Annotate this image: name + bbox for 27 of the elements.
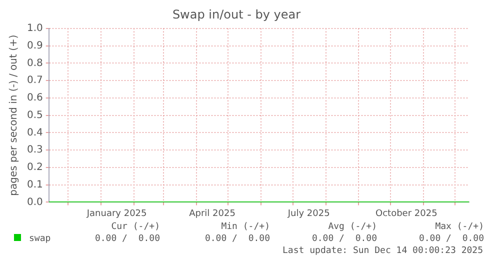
- y-tick-label: 0.9: [26, 40, 43, 52]
- text: 0.00 / 0.00: [94, 234, 160, 244]
- y-tick-label: 0.7: [26, 75, 43, 86]
- y-tick-label: 0.4: [26, 127, 43, 138]
- text: 0.00 / 0.00: [418, 234, 484, 244]
- text: Min (-/+): [220, 222, 270, 232]
- x-tick-label: July 2025: [286, 208, 330, 219]
- y-tick-label: 0.2: [26, 162, 43, 174]
- text: Last update: Sun Dec 14 00:00:23 2025: [282, 246, 483, 256]
- legend-label: swap: [28, 234, 51, 244]
- y-tick-label: 0.0: [26, 196, 43, 208]
- x-tick-label: January 2025: [86, 208, 147, 219]
- x-tick-label: October 2025: [376, 208, 438, 219]
- y-axis-title: pages per second in (-) / out (+): [8, 34, 20, 196]
- text: Max (-/+): [434, 222, 484, 232]
- text: Cur (-/+): [110, 222, 160, 232]
- y-tick-label: 1.0: [26, 22, 43, 34]
- y-tick-label: 0.3: [26, 144, 43, 156]
- chart-title: Swap in/out - by year: [172, 7, 301, 22]
- y-tick-label: 0.6: [26, 92, 43, 104]
- text: 0.00 / 0.00: [310, 234, 377, 244]
- x-tick-label: April 2025: [189, 208, 236, 219]
- y-tick-label: 0.1: [26, 179, 43, 190]
- y-tick-label: 0.8: [26, 58, 43, 69]
- text: Avg (-/+): [327, 222, 377, 232]
- text: 0.00 / 0.00: [204, 234, 270, 244]
- y-tick-label: 0.5: [26, 110, 43, 121]
